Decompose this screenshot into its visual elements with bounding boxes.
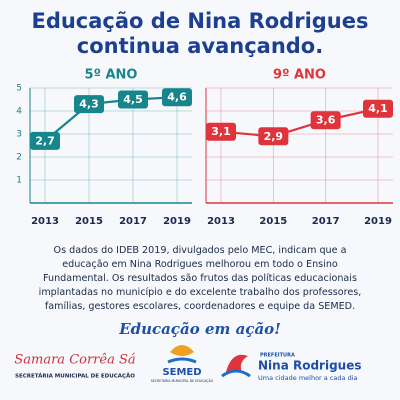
- y-tick-label: 2: [16, 153, 22, 163]
- y-tick-label: 3: [16, 130, 22, 140]
- x-tick-label: 2017: [119, 216, 147, 227]
- value-label: 4,1: [368, 102, 388, 115]
- value-label: 4,5: [123, 93, 143, 106]
- value-badge: [310, 111, 341, 130]
- value-label: 4,6: [167, 91, 187, 104]
- signature: Samara Corrêa Sá: [14, 353, 136, 368]
- x-tick-label: 2015: [75, 216, 103, 227]
- value-label: 3,1: [211, 125, 231, 138]
- chart-subtitle: 9º ANO: [273, 68, 326, 83]
- slogan: Educação em ação!: [118, 320, 281, 338]
- y-tick-label: 1: [16, 176, 22, 186]
- value-badge: [30, 131, 60, 150]
- value-label: 2,7: [35, 134, 55, 147]
- value-badge: [258, 127, 289, 146]
- x-tick-label: 2013: [207, 216, 235, 227]
- value-badge: [363, 99, 393, 118]
- paragraph-line: famílias, gestores escolares, coordenado…: [45, 300, 355, 312]
- line: [220, 107, 379, 138]
- charts: 5º ANO 1 2 3 4 5 2013 2015 2017 2019 2,7 4,3 4,5 4,6 9…: [16, 68, 393, 227]
- x-tick-label: 2015: [259, 216, 287, 227]
- paragraph: Os dados do IDEB 2019, divulgados pelo M…: [39, 245, 362, 312]
- city-logo: [226, 354, 248, 372]
- y-tick-label: 5: [16, 84, 22, 94]
- title-line: Educação de Nina Rodrigues: [31, 9, 368, 33]
- semed-logo: [167, 357, 197, 364]
- value-badge: [74, 95, 104, 114]
- semed-name: SEMED: [162, 367, 201, 378]
- value-label: 2,9: [264, 130, 284, 143]
- paragraph-line: educação em Nina Rodrigues melhorou em t…: [62, 259, 338, 270]
- prefeitura: PREFEITURA: [260, 353, 295, 359]
- x-tick-label: 2019: [163, 216, 191, 227]
- paragraph-line: implantadas no município e do excelente …: [39, 286, 362, 298]
- chart-subtitle: 5º ANO: [85, 68, 138, 83]
- city-logo: [221, 369, 251, 378]
- line: [44, 96, 178, 142]
- value-badge: [118, 90, 148, 109]
- paragraph-line: Fundamental. Os resultados são frutos da…: [43, 272, 357, 284]
- x-tick-label: 2019: [364, 216, 392, 227]
- city-name: Nina Rodrigues: [258, 359, 362, 373]
- x-tick-label: 2013: [31, 216, 59, 227]
- city-motto: Uma cidade melhor a cada dia: [258, 374, 358, 382]
- semed-sub: SECRETARIA MUNICIPAL DE EDUCAÇÃO: [151, 378, 214, 383]
- semed-logo: [170, 345, 194, 356]
- paragraph-line: Os dados do IDEB 2019, divulgados pelo M…: [54, 245, 347, 256]
- value-badge: [206, 122, 236, 141]
- value-label: 3,6: [316, 114, 336, 127]
- x-tick-label: 2017: [312, 216, 340, 227]
- y-tick-label: 4: [16, 107, 22, 117]
- signature-role: SECRETÁRIA MUNICIPAL DE EDUCAÇÃO: [15, 373, 135, 380]
- value-badge: [162, 88, 192, 107]
- value-label: 4,3: [79, 98, 99, 111]
- title-line: continua avançando.: [77, 34, 323, 58]
